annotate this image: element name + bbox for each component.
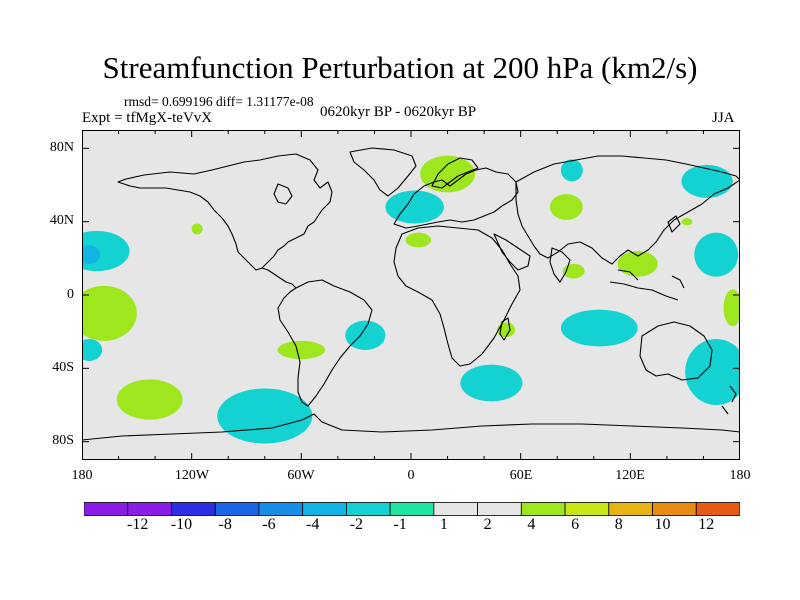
anomaly-region-negative (345, 320, 386, 350)
chart-title: Streamfunction Perturbation at 200 hPa (… (102, 50, 698, 85)
y-tick-80n: 80N (49, 140, 74, 155)
colorbar-box (389, 502, 435, 516)
coastline-hudson-bay (273, 183, 293, 205)
coastline-europe (393, 167, 519, 229)
colorbar-box (608, 502, 653, 516)
colorbar-label: 2 (483, 516, 492, 533)
x-tick-120e: 120E (615, 468, 645, 483)
anomaly-regions (82, 155, 740, 444)
anomaly-region-positive (277, 340, 326, 360)
colorbar-label: -12 (127, 516, 149, 533)
coastline-south-america (277, 279, 373, 407)
colorbar-box (695, 502, 740, 516)
anomaly-region-negative (560, 309, 638, 347)
stats-label: rmsd= 0.699196 diff= 1.31177e-08 (124, 94, 314, 109)
colorbar-box (214, 502, 260, 516)
anomaly-region-positive (405, 232, 432, 248)
y-tick-40s: 40S (52, 360, 74, 375)
colorbar-box (477, 502, 522, 516)
colorbar-box (345, 502, 391, 516)
x-tick-180e: 180 (729, 468, 751, 483)
colorbar-label: -2 (349, 516, 364, 533)
anomaly-region-negative (694, 232, 739, 277)
anomaly-region-negative (681, 164, 733, 198)
anomaly-region-negative (385, 190, 444, 224)
colorbar-box (433, 502, 479, 516)
colorbar-box (127, 502, 172, 516)
coastline-arabia (493, 233, 531, 271)
anomaly-region-positive (496, 322, 516, 338)
colorbar-box (258, 502, 304, 516)
anomaly-region-positive (116, 379, 183, 420)
x-tick-0: 0 (407, 468, 415, 483)
colorbar-label: -4 (305, 516, 320, 533)
anomaly-region-positive (723, 289, 740, 327)
colorbar-label: 10 (654, 516, 671, 533)
coastline-new-zealand (721, 385, 737, 415)
coastline-greenland (349, 147, 417, 197)
colorbar-label: -10 (170, 516, 193, 533)
y-tick-0: 0 (67, 287, 74, 302)
anomaly-region-negative (460, 364, 523, 402)
colorbar-label: 6 (571, 516, 580, 533)
anomaly-region-positive (549, 194, 583, 220)
colorbar (84, 502, 740, 516)
coastline-north-america (117, 153, 333, 271)
coastline-madagascar (499, 317, 511, 341)
anomaly-region-negative (82, 339, 103, 361)
y-tick-80s: 80S (52, 433, 74, 448)
coastline-scandinavia (431, 157, 479, 189)
colorbar-box (302, 502, 347, 516)
x-tick-120w: 120W (174, 468, 210, 483)
colorbar-label: 4 (527, 516, 536, 533)
colorbar-box (171, 502, 216, 516)
colorbar-label: 12 (698, 516, 715, 533)
anomaly-region-positive (617, 251, 658, 277)
coastlines (82, 147, 740, 441)
anomaly-region-positive (562, 263, 585, 279)
colorbar-label: 8 (614, 516, 623, 533)
anomaly-region-negative (82, 245, 101, 264)
colorbar-label: 1 (439, 516, 448, 533)
coastline-central-america (261, 267, 297, 289)
coastline-australia (639, 321, 713, 381)
map-background (82, 130, 740, 460)
coastline-japan (667, 215, 681, 233)
colorbar-box (564, 502, 610, 516)
anomaly-region-negative (217, 388, 313, 444)
map-ticks (82, 130, 740, 460)
colorbar-label: -8 (218, 516, 232, 533)
x-tick-180w: 180 (71, 468, 93, 483)
coastline-asia (515, 155, 740, 265)
colorbar-label: -6 (262, 516, 276, 533)
colorbar-box (520, 502, 566, 516)
coastline-antarctica (82, 413, 740, 441)
coastline-africa (393, 225, 521, 367)
anomaly-region-positive (191, 223, 203, 235)
map-plot (82, 130, 740, 460)
y-tick-40n: 40N (49, 213, 74, 228)
anomaly-region-negative (560, 159, 583, 182)
anomaly-region-positive (681, 218, 693, 226)
anomaly-region-negative (685, 339, 740, 405)
colorbar-box (652, 502, 697, 516)
anomaly-region-positive (82, 285, 137, 341)
x-tick-60e: 60E (509, 468, 533, 483)
colorbar-label: -1 (393, 516, 407, 533)
coastline-indonesia (609, 269, 685, 301)
coastline-india (549, 247, 571, 283)
colorbar-box (84, 502, 129, 516)
period-label: 0620kyr BP - 0620kyr BP (320, 104, 477, 120)
season-label: JJA (712, 110, 735, 126)
experiment-label: Expt = tfMgX-teVvX (82, 110, 213, 126)
x-tick-60w: 60W (287, 468, 315, 483)
